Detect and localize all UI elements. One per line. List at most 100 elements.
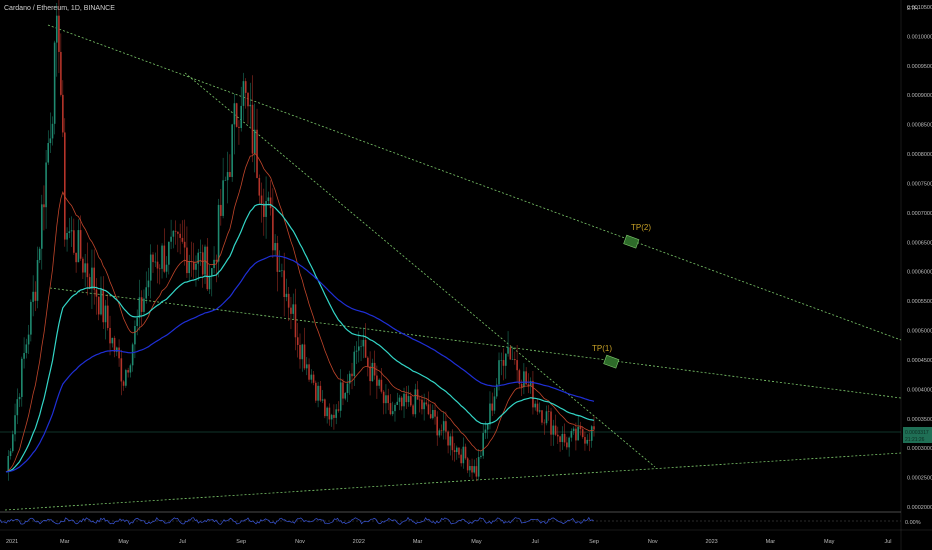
candle-body <box>104 305 107 323</box>
candle-body <box>324 399 326 417</box>
candle-body <box>84 263 86 273</box>
candle-body <box>125 370 127 386</box>
candle-body <box>75 252 77 263</box>
candle-body <box>58 15 60 52</box>
candle-body <box>434 409 436 417</box>
candle-body <box>118 347 120 359</box>
candle-body <box>265 201 267 217</box>
candle-body <box>545 411 548 424</box>
x-tick-label: 2021 <box>6 539 18 545</box>
x-tick-label: Sep <box>236 539 246 545</box>
candle-body <box>177 231 179 234</box>
candle-body <box>226 172 229 181</box>
candle-body <box>493 396 496 411</box>
candle-body <box>489 403 491 425</box>
y-tick-label: 0.0003000 <box>907 446 932 452</box>
tp1-marker[interactable]: TP(1) <box>592 344 620 369</box>
candle-body <box>523 371 525 388</box>
candle-body <box>376 375 378 386</box>
candle-body <box>134 325 136 345</box>
candle-body <box>584 437 586 444</box>
candle-body <box>480 455 482 458</box>
x-tick-label: Jul <box>532 539 539 545</box>
time-axis[interactable]: 2021 Mar May Jul Sep Nov 2022 Mar May Jul Sep Nov 20… <box>0 529 932 545</box>
candle-body <box>538 410 541 412</box>
candle-body <box>563 433 566 443</box>
candle-body <box>278 270 281 272</box>
middle-trendline[interactable] <box>49 287 902 399</box>
candle-body <box>276 243 279 272</box>
candle-body <box>303 344 306 369</box>
y-tick-labels: 0.0010500 0.0010000 0.0009500 0.0009000 0.00… <box>907 5 932 511</box>
candle-body <box>342 382 344 399</box>
candle-body <box>547 411 550 412</box>
candle-body <box>93 267 95 290</box>
tp1-box[interactable] <box>603 354 620 369</box>
candle-body <box>247 92 249 107</box>
candle-body <box>326 407 328 417</box>
oscillator-line <box>0 516 594 525</box>
candle-body <box>145 287 148 299</box>
candle-body <box>174 230 177 232</box>
x-tick-label: Nov <box>648 539 658 545</box>
ema-mid-line <box>5 203 595 473</box>
candle-body <box>579 426 582 430</box>
candle-body <box>360 346 362 347</box>
candle-body <box>79 230 82 259</box>
x-tick-label: Jul <box>179 539 186 545</box>
candle-body <box>290 307 292 314</box>
candle-body <box>131 344 134 366</box>
candle-body <box>554 425 557 435</box>
candle-body <box>525 371 527 385</box>
candle-body <box>534 403 536 408</box>
candle-body <box>593 426 595 430</box>
candle-body <box>442 421 445 431</box>
candle-body <box>348 373 351 384</box>
candle-body <box>77 230 80 263</box>
candle-body <box>168 241 170 265</box>
candle-body <box>335 409 337 418</box>
candle-body <box>220 204 222 216</box>
candle-body <box>458 447 460 455</box>
price-axis[interactable]: ETH 0.0010500 0.0010000 0.0009500 0.0009000… <box>900 0 932 550</box>
tp2-marker[interactable]: TP(2) <box>623 223 652 249</box>
last-price-value: 0.0003317 <box>905 430 929 436</box>
candle-body <box>287 293 290 308</box>
candle-body <box>116 347 118 352</box>
candle-body <box>95 289 98 297</box>
candle-body <box>222 180 224 216</box>
oscillator-pane[interactable]: 0.00% <box>0 516 921 526</box>
candle-body <box>471 466 473 473</box>
candle-body <box>529 380 532 387</box>
y-tick-label: 0.0007500 <box>907 181 932 187</box>
support-trendline[interactable] <box>4 452 902 511</box>
tp2-box[interactable] <box>623 234 640 249</box>
candle-body <box>45 162 47 208</box>
candle-body <box>321 399 324 401</box>
y-tick-label: 0.0005500 <box>907 299 932 305</box>
candle-body <box>520 383 523 388</box>
candle-body <box>367 357 369 367</box>
candle-body <box>369 366 371 382</box>
y-tick-label: 0.0008500 <box>907 123 932 129</box>
trendlines[interactable] <box>4 24 902 511</box>
candle-body <box>136 317 138 326</box>
y-tick-label: 0.0009000 <box>907 93 932 99</box>
candle-body <box>312 374 315 383</box>
candle-body <box>330 414 333 420</box>
candle-body <box>371 362 374 382</box>
candle-body <box>451 436 454 451</box>
candle-body <box>120 358 123 382</box>
y-tick-label: 0.0004500 <box>907 358 932 364</box>
candle-body <box>362 339 365 347</box>
candle-body <box>319 385 322 401</box>
upper-trendline[interactable] <box>47 24 902 341</box>
candle-body <box>536 403 539 412</box>
candle-body <box>256 129 258 178</box>
candle-body <box>66 233 68 240</box>
candle-body <box>305 364 308 369</box>
candle-body <box>416 389 419 400</box>
y-tick-label: 0.0008000 <box>907 152 932 158</box>
candle-body <box>100 288 102 315</box>
